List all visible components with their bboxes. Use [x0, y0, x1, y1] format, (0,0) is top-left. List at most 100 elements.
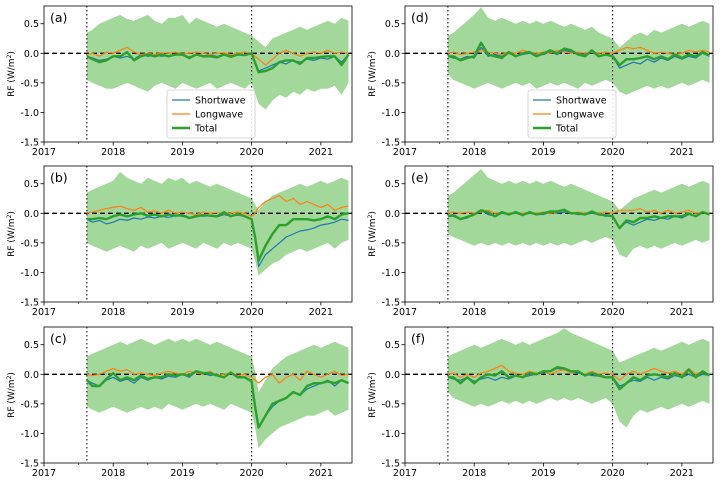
plot-area: [44, 166, 352, 302]
y-tick-label: -0.5: [20, 238, 39, 249]
y-axis-label: RF (W/m2): [6, 51, 18, 97]
legend-total-label: Total: [555, 124, 578, 135]
uncertainty-band: [86, 171, 349, 276]
y-tick-label: -1.5: [20, 298, 39, 309]
y-tick-label: 0.0: [385, 370, 400, 381]
plot-area: [44, 327, 352, 463]
y-axis-label: RF (W/m2): [6, 211, 18, 257]
y-tick-label: -1.0: [381, 268, 400, 279]
x-tick-label: 2020: [601, 147, 625, 158]
y-tick-label: -1.0: [20, 429, 39, 440]
y-tick-label: -1.0: [381, 429, 400, 440]
x-tick-label: 2020: [601, 307, 625, 318]
axes-frame: [43, 5, 353, 143]
plot-area: [405, 327, 713, 463]
y-tick-label: -1.0: [20, 108, 39, 119]
uncertainty-band: [447, 328, 710, 428]
total-line: [447, 41, 710, 67]
x-tick-label: 2021: [309, 147, 333, 158]
y-tick-label: -1.0: [20, 268, 39, 279]
y-tick-label: 0.5: [24, 19, 39, 30]
y-tick-label: 0.5: [24, 179, 39, 190]
axes-frame: [404, 326, 714, 464]
panel-label: (f): [411, 331, 425, 346]
x-tick-label: 2018: [101, 468, 125, 479]
y-tick-label: 0.0: [385, 49, 400, 60]
x-tick-label: 2018: [101, 307, 125, 318]
x-tick-label: 2017: [393, 468, 417, 479]
panel-label: (d): [411, 10, 429, 25]
y-tick-label: 0.5: [385, 179, 400, 190]
total-line: [86, 210, 349, 262]
x-tick-label: 2018: [462, 147, 486, 158]
y-tick-label: -0.5: [381, 238, 400, 249]
legend-box: [527, 89, 617, 139]
x-tick-label: 2018: [462, 307, 486, 318]
y-tick-label: -1.5: [381, 138, 400, 149]
x-tick-label: 2020: [240, 147, 264, 158]
x-tick-label: 2017: [32, 307, 56, 318]
x-tick-label: 2018: [101, 147, 125, 158]
legend-shortwave-label: Shortwave: [195, 96, 246, 107]
x-tick-label: 2020: [240, 307, 264, 318]
x-tick-label: 2017: [32, 468, 56, 479]
panel-label: (b): [50, 170, 68, 185]
total-line: [86, 50, 350, 74]
shortwave-line: [447, 367, 710, 387]
total-line: [86, 370, 349, 429]
plot-area: [405, 6, 713, 142]
axes-frame: [404, 5, 714, 143]
longwave-line: [86, 367, 349, 384]
y-tick-label: -1.5: [20, 459, 39, 470]
x-tick-label: 2017: [32, 147, 56, 158]
plot-area: [405, 166, 713, 302]
x-tick-label: 2019: [170, 468, 194, 479]
x-tick-label: 2017: [393, 147, 417, 158]
panel-label: (e): [411, 170, 428, 185]
x-tick-label: 2019: [170, 307, 194, 318]
plot-area: [44, 6, 352, 142]
legend-longwave-label: Longwave: [556, 110, 604, 121]
axes-frame: [43, 326, 353, 464]
y-axis-label: RF (W/m2): [6, 372, 18, 418]
total-line: [447, 366, 711, 391]
shortwave-line: [86, 213, 349, 268]
x-tick-label: 2021: [309, 468, 333, 479]
y-tick-label: -1.0: [381, 108, 400, 119]
y-tick-label: -1.5: [381, 298, 400, 309]
x-tick-label: 2021: [670, 147, 694, 158]
panel-label: (c): [50, 331, 67, 346]
x-tick-label: 2017: [393, 307, 417, 318]
total-line: [447, 208, 710, 230]
y-tick-label: 0.0: [24, 209, 39, 220]
legend-shortwave-label: Shortwave: [556, 96, 607, 107]
y-tick-label: 0.5: [24, 340, 39, 351]
uncertainty-band: [447, 7, 710, 95]
y-tick-label: -1.5: [20, 138, 39, 149]
legend-box: [166, 89, 256, 139]
y-tick-label: -1.5: [381, 459, 400, 470]
y-tick-label: 0.5: [385, 340, 400, 351]
panel-label: (a): [50, 10, 67, 25]
y-tick-label: -0.5: [20, 399, 39, 410]
y-tick-label: -0.5: [381, 399, 400, 410]
uncertainty-band: [86, 14, 349, 110]
y-axis-label: RF (W/m2): [367, 372, 379, 418]
y-tick-label: 0.5: [385, 19, 400, 30]
x-tick-label: 2019: [531, 147, 555, 158]
y-tick-label: 0.0: [24, 49, 39, 60]
x-tick-label: 2021: [670, 468, 694, 479]
legend-longwave-label: Longwave: [195, 110, 243, 121]
x-tick-label: 2019: [531, 307, 555, 318]
longwave-line: [447, 46, 710, 56]
x-tick-label: 2021: [309, 307, 333, 318]
axes-frame: [404, 165, 714, 303]
y-axis-label: RF (W/m2): [367, 211, 379, 257]
